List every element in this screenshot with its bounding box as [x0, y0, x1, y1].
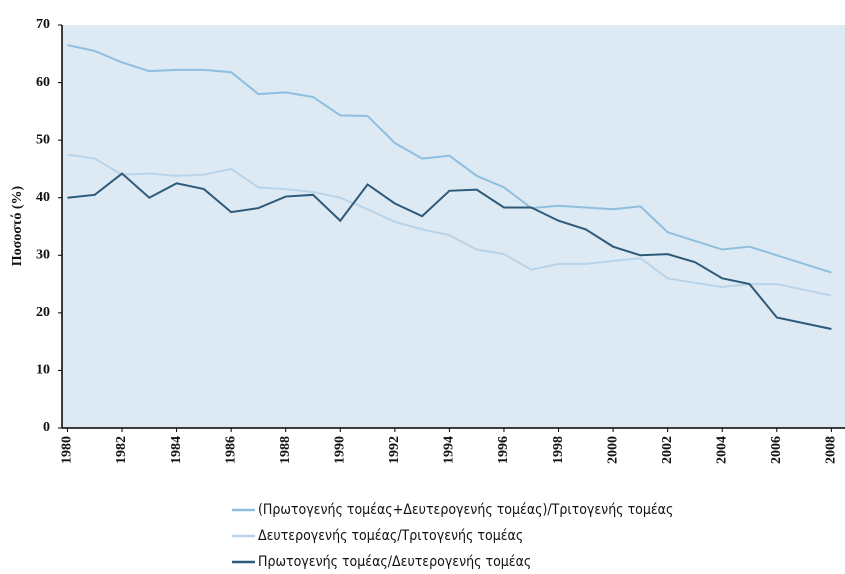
- x-tick-label: 1990: [332, 436, 347, 464]
- y-tick-label: 10: [36, 363, 50, 378]
- y-axis-label: Ποσοστό (%): [10, 185, 25, 266]
- y-tick-label: 20: [36, 305, 50, 320]
- x-tick-label: 1996: [496, 436, 511, 464]
- y-tick-label: 50: [36, 132, 50, 147]
- x-tick-label: 1994: [442, 436, 457, 464]
- x-tick-label: 1986: [223, 436, 238, 464]
- y-tick-label: 40: [36, 190, 50, 205]
- x-tick-label: 2002: [660, 436, 675, 464]
- line-series: [67, 153, 832, 297]
- y-tick-label: 70: [36, 17, 50, 32]
- x-tick-label: 1998: [551, 436, 566, 464]
- x-tick-label: 1982: [114, 436, 129, 464]
- legend-label: Πρωτογενής τομέας/Δευτερογενής τομέας: [258, 554, 531, 570]
- x-tick-label: 2004: [714, 436, 729, 464]
- y-tick-label: 60: [36, 75, 50, 90]
- x-tick-label: 1988: [278, 436, 293, 464]
- line-series: [67, 44, 832, 274]
- legend-label: Δευτερογενής τομέας/Τριτογενής τομέας: [258, 528, 523, 544]
- x-tick-label: 2000: [605, 436, 620, 464]
- y-tick-label: 30: [36, 248, 50, 263]
- line-series: [67, 172, 832, 330]
- plot-area: [62, 25, 845, 428]
- x-tick-label: 2006: [769, 436, 784, 464]
- x-tick-label: 1992: [387, 436, 402, 464]
- y-tick-label: 0: [43, 420, 50, 435]
- legend-label: (Πρωτογενής τομέας+Δευτερογενής τομέας)/…: [258, 502, 673, 518]
- x-tick-label: 2008: [824, 436, 839, 464]
- x-tick-label: 1980: [60, 436, 75, 464]
- x-tick-label: 1984: [169, 436, 184, 464]
